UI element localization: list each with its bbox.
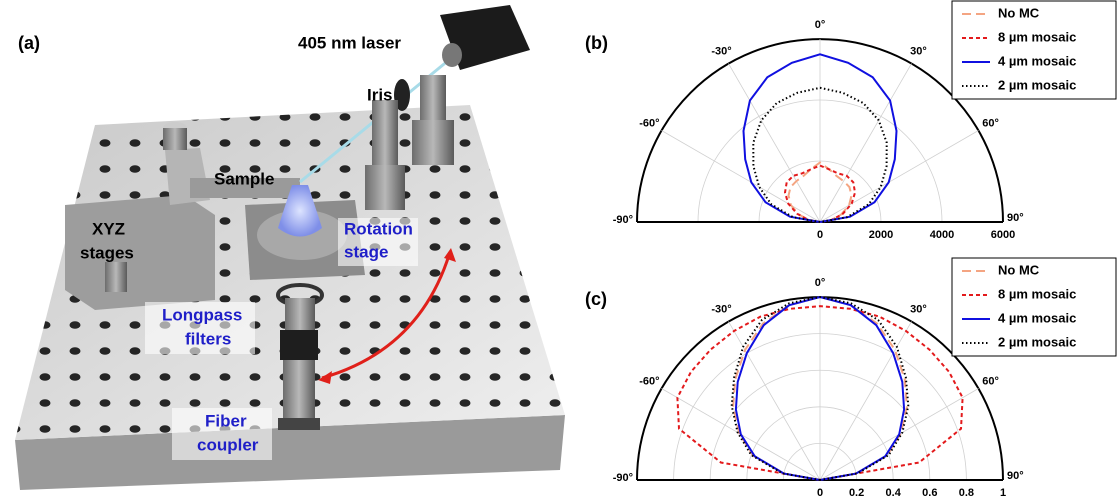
theta-grid xyxy=(729,64,821,222)
figure: (a) 405 nm laser Iris Sample XYZ stages … xyxy=(0,0,1117,502)
label: coupler xyxy=(197,435,259,454)
label: stage xyxy=(344,242,388,261)
theta-tick-label: 0° xyxy=(815,277,826,289)
theta-tick-label: 60° xyxy=(982,375,999,387)
theta-tick-label: -90° xyxy=(613,472,633,484)
stage-knob xyxy=(105,262,127,292)
laser-base xyxy=(412,120,454,165)
r-tick-label: 2000 xyxy=(869,229,893,241)
r-tick-label: 0.6 xyxy=(922,487,937,499)
legend-label: 4 µm mosaic xyxy=(998,310,1076,325)
iris-base xyxy=(365,165,405,210)
label: filters xyxy=(185,329,231,348)
theta-tick-label: -30° xyxy=(711,303,731,315)
legend-label: No MC xyxy=(998,262,1040,277)
theta-grid xyxy=(820,131,978,223)
theta-grid xyxy=(820,322,912,480)
label: Iris xyxy=(367,85,393,104)
theta-tick-label: -90° xyxy=(613,214,633,226)
label: Longpass xyxy=(162,305,242,324)
legend-label: 8 µm mosaic xyxy=(998,29,1076,44)
setup-illustration: (a) 405 nm laser Iris Sample XYZ stages … xyxy=(15,5,565,490)
label: stages xyxy=(80,243,134,262)
r-tick-label: 6000 xyxy=(991,229,1015,241)
theta-tick-label: -60° xyxy=(639,375,659,387)
theta-tick-label: -30° xyxy=(711,45,731,57)
r-tick-label: 0.8 xyxy=(959,487,974,499)
laser-post xyxy=(420,75,446,125)
r-tick-label: 0 xyxy=(817,487,823,499)
label: Fiber xyxy=(205,411,247,430)
r-tick-label: 0.2 xyxy=(849,487,864,499)
theta-grid xyxy=(820,64,912,222)
laser-aperture xyxy=(442,43,462,67)
fiber-coupler xyxy=(280,330,318,360)
legend-label: 8 µm mosaic xyxy=(998,286,1076,301)
legend-label: 2 µm mosaic xyxy=(998,334,1076,349)
legend-label: No MC xyxy=(998,5,1040,20)
theta-tick-label: 90° xyxy=(1007,212,1024,224)
panel-label: (c) xyxy=(585,289,607,309)
label: XYZ xyxy=(92,219,125,238)
theta-grid xyxy=(729,322,821,480)
panel-label: (b) xyxy=(585,33,608,53)
theta-tick-label: 30° xyxy=(910,45,927,57)
r-tick-label: 0.4 xyxy=(886,487,902,499)
label: Rotation xyxy=(344,219,413,238)
theta-tick-label: -60° xyxy=(639,117,659,129)
theta-tick-label: 0° xyxy=(815,19,826,31)
knob-post xyxy=(163,128,187,150)
label: Sample xyxy=(214,169,274,188)
legend-label: 2 µm mosaic xyxy=(998,77,1076,92)
theta-tick-label: 60° xyxy=(982,117,999,129)
panel-label: (a) xyxy=(18,33,40,53)
theta-grid xyxy=(662,131,820,223)
coupler-base xyxy=(278,418,320,430)
coupler-post xyxy=(283,360,315,420)
r-tick-label: 1 xyxy=(1000,487,1006,499)
theta-tick-label: 90° xyxy=(1007,470,1024,482)
legend-label: 4 µm mosaic xyxy=(998,53,1076,68)
label: 405 nm laser xyxy=(298,33,401,52)
r-tick-label: 0 xyxy=(817,229,823,241)
theta-tick-label: 30° xyxy=(910,303,927,315)
r-tick-label: 4000 xyxy=(930,229,954,241)
iris-post xyxy=(372,100,398,170)
